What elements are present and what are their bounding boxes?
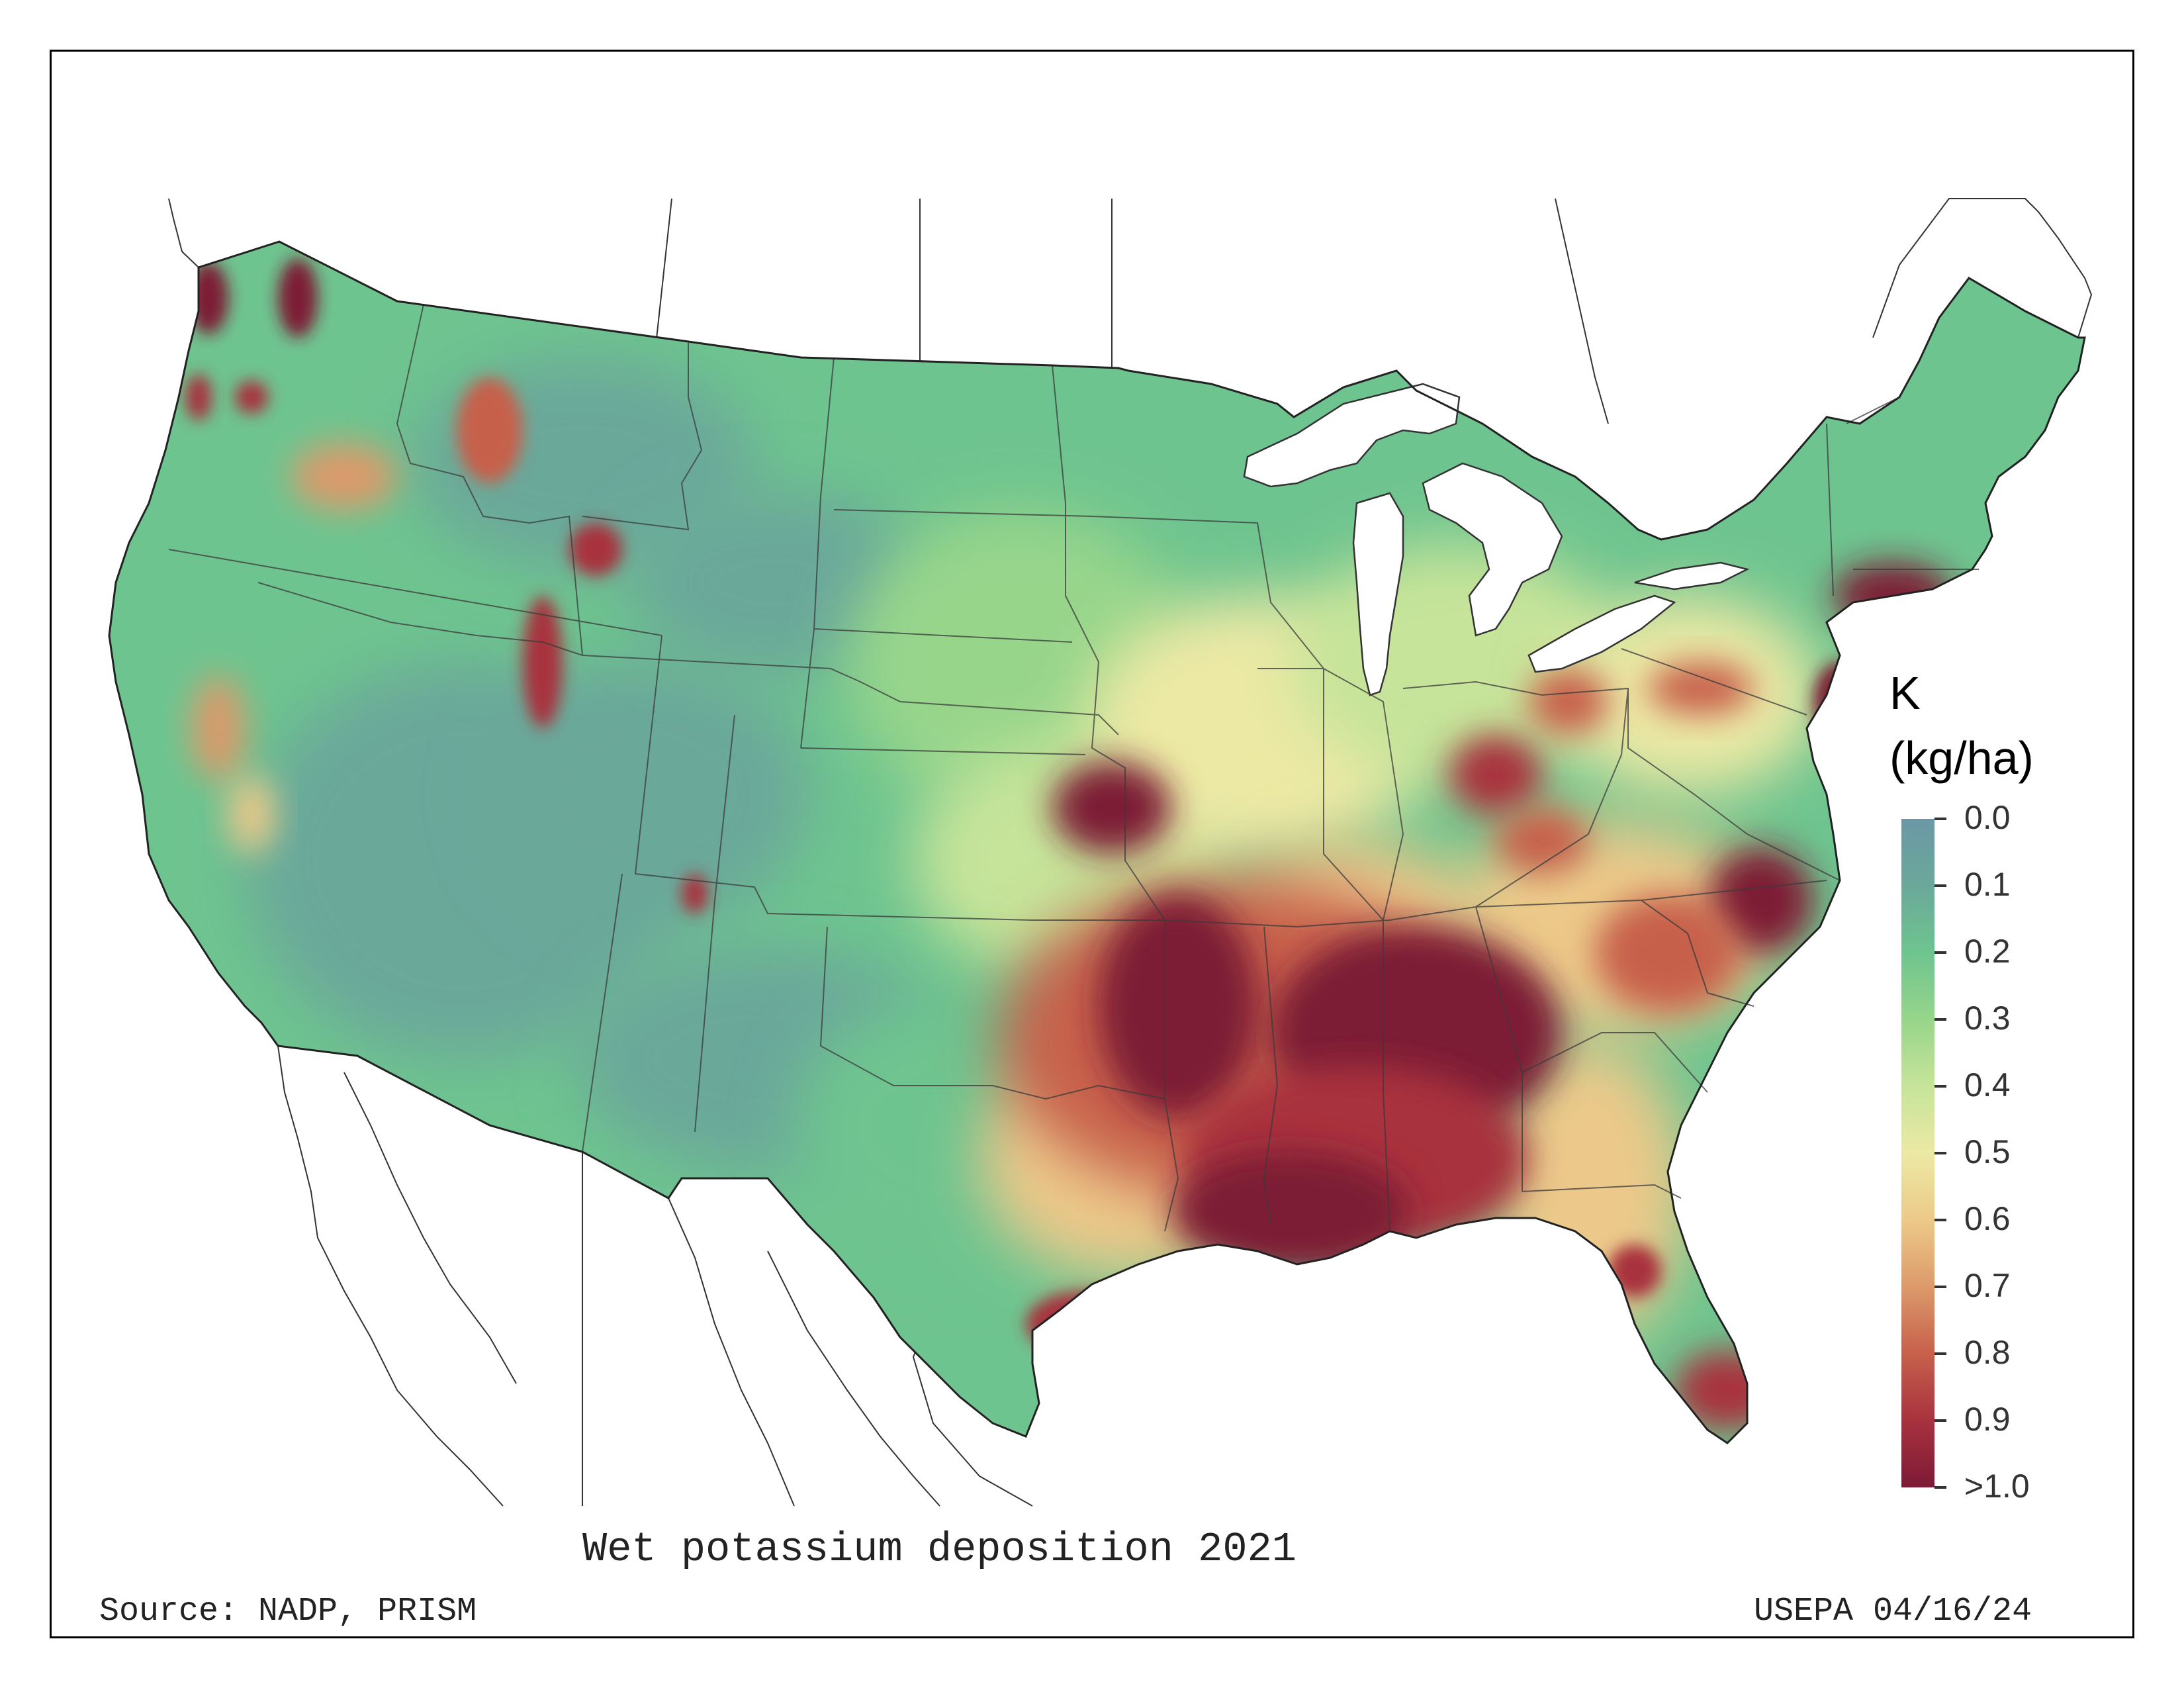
map-frame xyxy=(50,50,2134,1638)
deposition-region xyxy=(1496,808,1588,874)
state-boundary xyxy=(819,926,1165,1100)
deposition-region xyxy=(629,490,920,675)
deposition-region xyxy=(682,874,708,914)
deposition-region xyxy=(523,596,563,728)
legend-tick xyxy=(1934,951,1946,954)
deposition-region xyxy=(1099,894,1257,1119)
state-boundary xyxy=(396,304,583,656)
state-boundary xyxy=(1164,920,1179,1232)
source-note: Source: NADP, PRISM xyxy=(99,1593,477,1630)
legend-tick xyxy=(1934,1018,1946,1021)
deposition-region xyxy=(1529,669,1608,735)
deposition-region xyxy=(490,662,807,927)
legend-tick-label: 0.6 xyxy=(1964,1200,2011,1237)
deposition-region xyxy=(1608,1244,1661,1297)
legend-title-element: K xyxy=(1889,667,1921,719)
map-caption: Wet potassium deposition 2021 xyxy=(582,1526,1297,1573)
state-boundary xyxy=(1257,668,1384,921)
state-boundary xyxy=(582,342,703,531)
legend-tick xyxy=(1934,1352,1946,1355)
legend-title-unit: (kg/ha) xyxy=(1889,732,2034,784)
state-boundary xyxy=(1627,688,1841,881)
legend-tick xyxy=(1934,1085,1946,1088)
deposition-region xyxy=(1052,761,1171,854)
legend-tick xyxy=(1934,1286,1946,1288)
deposition-region xyxy=(1171,1152,1410,1271)
legend-tick-label: 0.3 xyxy=(1964,1000,2011,1037)
deposition-region xyxy=(291,444,397,510)
state-boundary xyxy=(1522,900,1754,1093)
legend-tick-label: 0.5 xyxy=(1964,1133,2011,1170)
state-boundary xyxy=(582,655,1119,735)
state-boundary xyxy=(582,714,735,1152)
state-boundary xyxy=(1621,397,1979,716)
legend-tick xyxy=(1934,1419,1946,1422)
deposition-region xyxy=(569,523,622,576)
state-boundary xyxy=(800,509,1093,755)
state-boundary xyxy=(1263,926,1279,1225)
legend-tick-label: 0.0 xyxy=(1964,799,2011,836)
deposition-region xyxy=(1648,662,1754,715)
deposition-region xyxy=(1707,847,1813,953)
legend-colorbar xyxy=(1901,819,1934,1487)
deposition-region xyxy=(235,381,268,414)
legend-tick xyxy=(1934,884,1946,887)
great-lakes xyxy=(1243,383,1750,696)
legend-tick-label: >1.0 xyxy=(1964,1468,2030,1505)
deposition-region xyxy=(185,374,212,420)
deposition-region xyxy=(1813,662,1866,741)
lake-superior xyxy=(1243,383,1461,488)
deposition-region xyxy=(278,258,318,338)
deposition-region xyxy=(192,675,245,781)
legend-tick xyxy=(1934,1486,1946,1489)
legend-tick xyxy=(1934,1219,1946,1221)
legend-tick-label: 0.8 xyxy=(1964,1334,2011,1371)
legend-tick-label: 0.4 xyxy=(1964,1066,2011,1103)
legend-tick-label: 0.2 xyxy=(1964,933,2011,970)
state-boundary xyxy=(800,357,835,749)
lake-michigan xyxy=(1352,492,1404,696)
lake-huron xyxy=(1422,462,1563,637)
legend-tick-label: 0.7 xyxy=(1964,1267,2011,1304)
deposition-region xyxy=(1449,735,1542,814)
deposition-region xyxy=(1026,1291,1145,1357)
state-boundaries xyxy=(168,304,1979,1232)
legend-tick xyxy=(1934,818,1946,820)
state-boundary xyxy=(634,635,1033,921)
legend-tick xyxy=(1934,1152,1946,1154)
deposition-region xyxy=(457,377,523,483)
deposition-region xyxy=(1595,894,1741,1013)
us-coastline xyxy=(108,240,2086,1444)
lake-erie xyxy=(1527,594,1676,673)
legend-tick-label: 0.1 xyxy=(1964,866,2011,903)
deposition-region xyxy=(1674,1350,1780,1430)
us-deposition-field xyxy=(109,242,2085,1443)
state-boundary xyxy=(1052,365,1165,921)
deposition-region xyxy=(228,774,275,854)
credit-note: USEPA 04/16/24 xyxy=(1754,1593,2032,1630)
lake-ontario xyxy=(1634,561,1750,590)
legend-tick-label: 0.9 xyxy=(1964,1401,2011,1438)
